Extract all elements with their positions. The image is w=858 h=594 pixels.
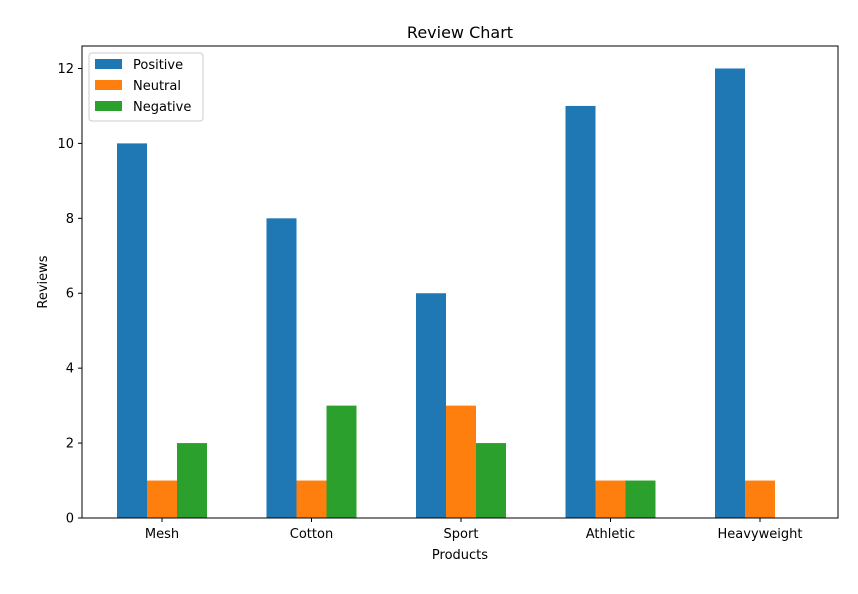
bar-positive-cotton [266, 218, 297, 519]
bar-negative-mesh [177, 443, 207, 518]
y-axis-label: Reviews [36, 255, 51, 308]
legend-swatch-neutral [95, 80, 122, 90]
bar-negative-athletic [625, 480, 656, 518]
bar-positive-athletic [565, 105, 596, 518]
bars-group [117, 68, 775, 519]
legend-label-positive: Positive [133, 58, 183, 73]
x-tick-label: Athletic [586, 527, 635, 542]
bar-positive-sport [416, 293, 446, 518]
bar-positive-heavyweight [715, 68, 745, 518]
x-tick-label: Cotton [290, 527, 333, 542]
bar-neutral-cotton [296, 480, 327, 518]
y-tick-label: 8 [66, 212, 74, 227]
y-tick-label: 6 [66, 287, 74, 302]
bar-positive-mesh [117, 143, 147, 518]
y-axis: 0 2 4 6 8 10 12 [57, 62, 82, 527]
bar-neutral-sport [446, 405, 476, 518]
y-tick-label: 12 [57, 62, 74, 77]
legend-swatch-positive [95, 59, 122, 69]
y-tick-label: 0 [66, 512, 74, 527]
x-axis: Mesh Cotton Sport Athletic Heavyweight [145, 518, 803, 542]
bar-negative-sport [476, 443, 506, 518]
legend-swatch-negative [95, 101, 122, 111]
y-tick-label: 10 [57, 137, 74, 152]
x-tick-label: Mesh [145, 527, 179, 542]
y-tick-label: 4 [66, 362, 74, 377]
y-tick-label: 2 [66, 437, 74, 452]
bar-negative-cotton [326, 405, 357, 518]
x-tick-label: Sport [444, 527, 479, 542]
legend-label-negative: Negative [133, 100, 191, 115]
bar-neutral-athletic [595, 480, 626, 518]
legend-label-neutral: Neutral [133, 79, 181, 94]
legend: Positive Neutral Negative [88, 52, 204, 122]
x-axis-label: Products [432, 548, 488, 563]
bar-neutral-heavyweight [745, 480, 775, 518]
x-tick-label: Heavyweight [718, 527, 803, 542]
bar-neutral-mesh [147, 480, 177, 518]
plot-frame [81, 45, 839, 519]
chart-title: Review Chart [407, 23, 513, 42]
